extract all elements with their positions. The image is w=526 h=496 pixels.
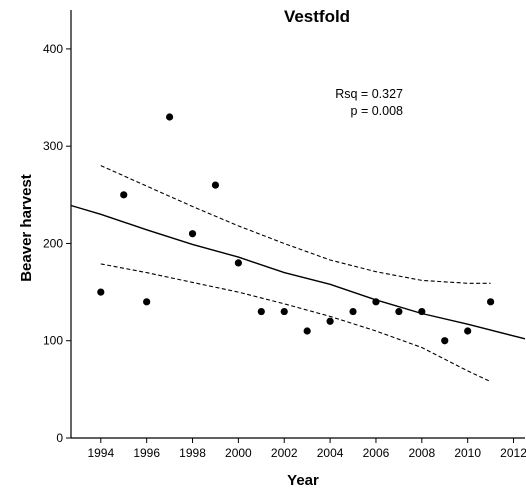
x-tick-label: 1998 [179,446,206,460]
y-tick-label: 200 [43,236,63,250]
x-tick-label: 2008 [408,446,435,460]
data-point [441,337,449,345]
data-point [165,113,174,121]
chart-title: Vestfold [284,7,350,26]
data-point [395,307,403,316]
y-tick-label: 100 [43,334,63,348]
data-points [97,113,495,345]
data-point [372,298,380,306]
data-point [326,317,334,325]
x-tick-label: 2002 [271,446,298,460]
data-point [487,298,495,306]
x-tick-label: 2000 [225,446,252,460]
p-value-annotation: p = 0.008 [351,104,404,118]
data-point [303,327,311,335]
data-point [188,230,197,238]
x-tick-label: 2006 [363,446,390,460]
rsq-annotation: Rsq = 0.327 [335,87,403,101]
y-tick-label: 300 [43,139,63,153]
data-point [234,259,242,267]
data-point [280,307,288,316]
data-point [120,191,128,199]
fit-line [70,204,526,340]
y-tick-label: 0 [56,431,63,445]
data-point [211,181,220,189]
ci-upper-line [100,165,491,284]
data-point [418,307,426,316]
x-tick-label: 1994 [87,446,114,460]
x-tick-label: 2004 [317,446,344,460]
y-axis-title: Beaver harvest [18,174,35,282]
ci-lower-line [100,263,491,383]
data-point [349,307,357,316]
x-tick-label: 2012 [500,446,526,460]
x-axis-title: Year [287,472,319,489]
x-tick-label: 2010 [454,446,481,460]
x-tick-label: 1996 [133,446,160,460]
data-point [464,327,472,335]
data-point [97,288,105,296]
fit-line-layer [70,204,526,340]
confidence-interval-lines [100,165,491,383]
axes: 0 100 200 300 400 1994 1996 1998 2000 2002 2004 200… [43,10,526,460]
data-point [257,307,265,316]
data-point [143,298,151,306]
y-tick-label: 400 [43,42,63,56]
